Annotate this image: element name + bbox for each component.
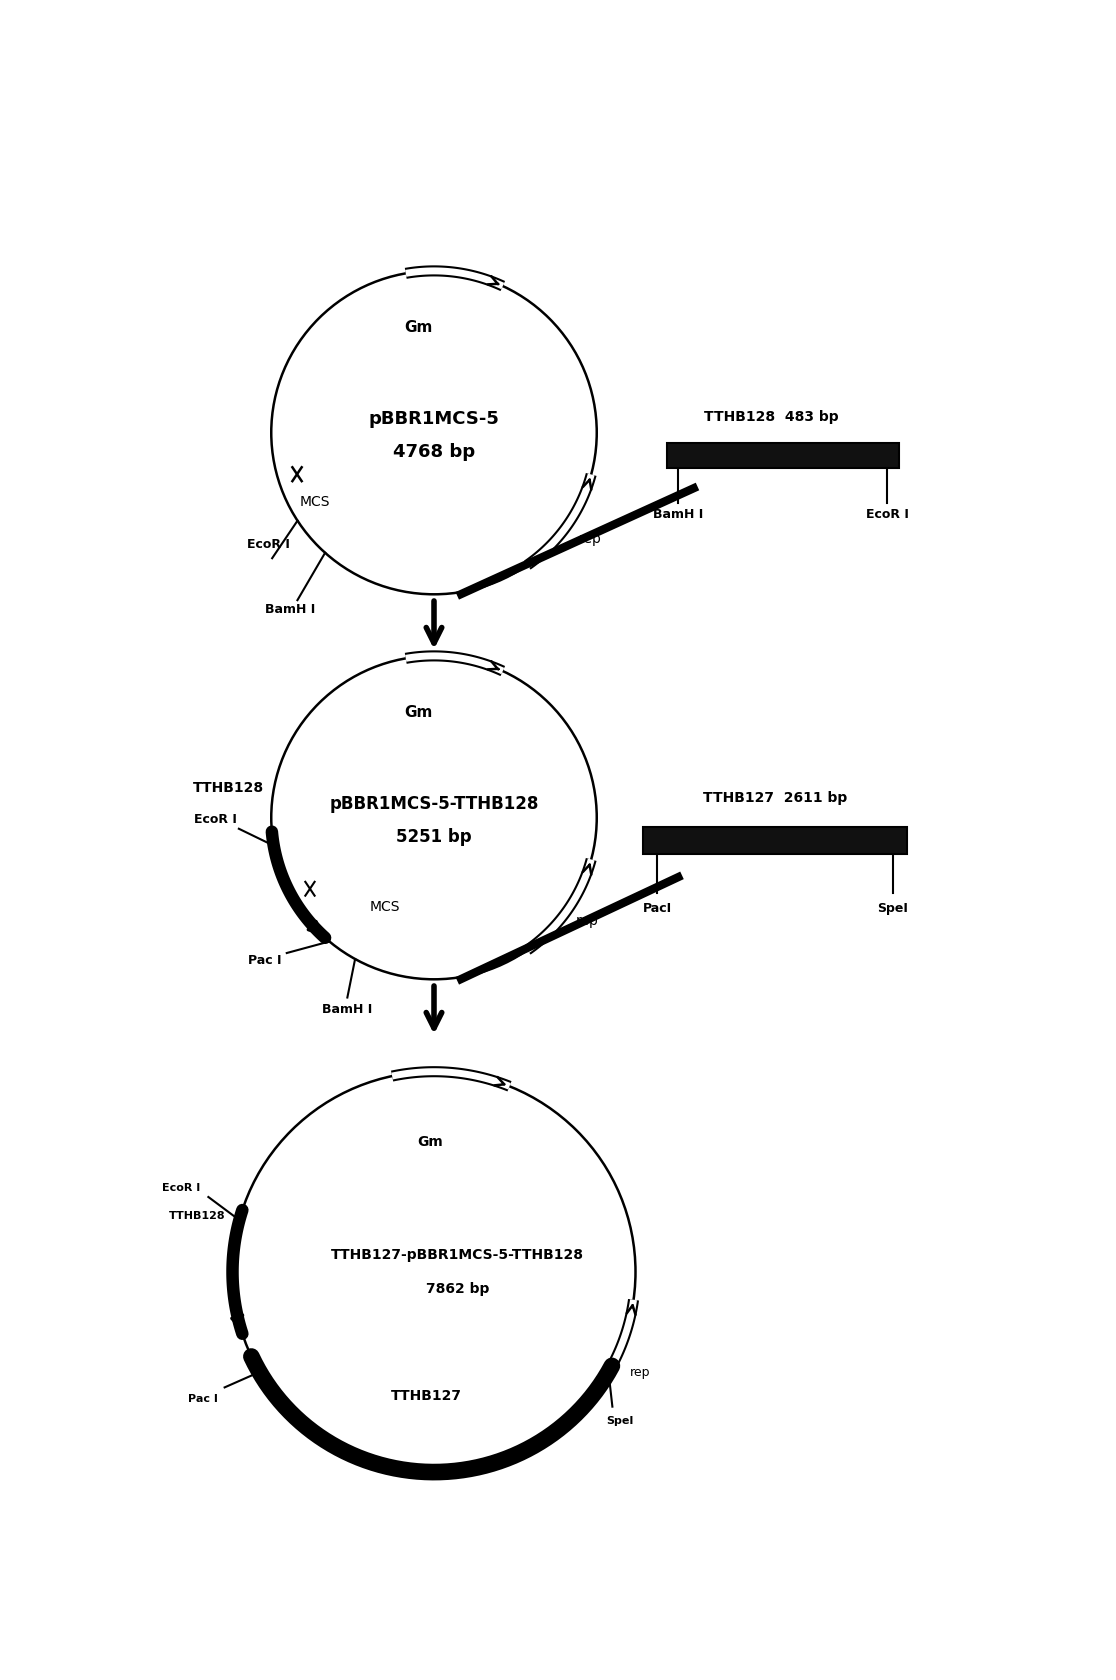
Text: EcoR I: EcoR I [247, 538, 290, 551]
Text: PacI: PacI [643, 902, 672, 914]
Text: EcoR I: EcoR I [194, 813, 237, 827]
Text: TTHB127-pBBR1MCS-5-TTHB128: TTHB127-pBBR1MCS-5-TTHB128 [330, 1248, 584, 1262]
Text: TTHB128: TTHB128 [193, 781, 264, 795]
Text: TTHB127  2611 bp: TTHB127 2611 bp [703, 791, 847, 805]
Text: EcoR I: EcoR I [866, 507, 908, 521]
Text: TTHB128: TTHB128 [170, 1211, 225, 1221]
Text: TTHB128  483 bp: TTHB128 483 bp [704, 410, 838, 423]
Text: 7862 bp: 7862 bp [425, 1282, 489, 1295]
Text: Gm: Gm [404, 706, 433, 721]
Text: Pac I: Pac I [249, 954, 282, 968]
Text: MCS: MCS [299, 496, 330, 509]
Text: rep: rep [576, 914, 598, 929]
Text: rep: rep [631, 1366, 651, 1379]
Text: 5251 bp: 5251 bp [396, 828, 472, 845]
Text: Gm: Gm [417, 1134, 443, 1149]
Text: SpeI: SpeI [606, 1416, 634, 1426]
Text: MCS: MCS [369, 899, 401, 914]
Text: BamH I: BamH I [653, 507, 703, 521]
Text: 4768 bp: 4768 bp [393, 444, 475, 460]
Text: BamH I: BamH I [323, 1003, 373, 1016]
Text: pBBR1MCS-5-TTHB128: pBBR1MCS-5-TTHB128 [329, 795, 539, 813]
Text: pBBR1MCS-5: pBBR1MCS-5 [368, 410, 500, 428]
Text: Gm: Gm [404, 319, 433, 334]
Text: EcoR I: EcoR I [162, 1183, 201, 1193]
Text: rep: rep [579, 531, 602, 546]
Bar [643, 827, 906, 853]
Text: SpeI: SpeI [877, 902, 908, 914]
Bar [666, 444, 899, 469]
Text: BamH I: BamH I [264, 603, 315, 617]
Text: TTHB127: TTHB127 [391, 1389, 462, 1403]
Text: Pac I: Pac I [187, 1394, 218, 1404]
